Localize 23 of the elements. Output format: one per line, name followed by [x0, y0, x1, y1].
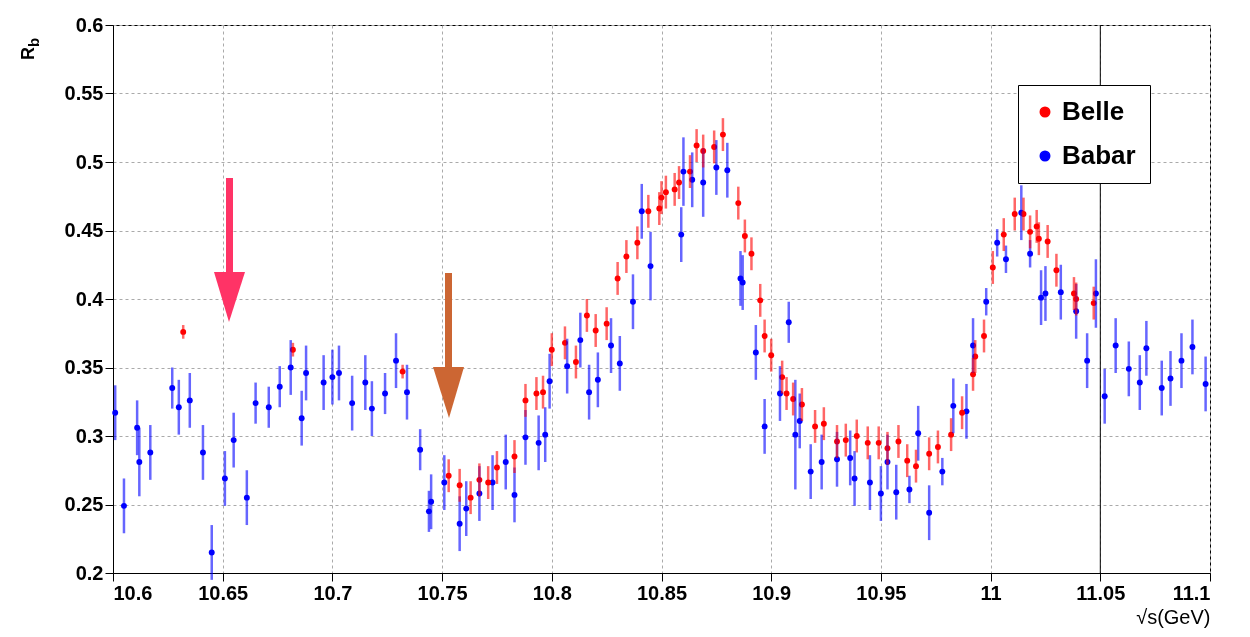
y-tick-label: 0.5 [75, 150, 104, 173]
x-tick-label: 10.85 [636, 581, 688, 604]
x-tick-label: 10.9 [752, 581, 792, 604]
x-tick-label: 10.65 [198, 581, 249, 604]
y-tick-label: 0.35 [64, 356, 104, 378]
x-tick-label: 10.95 [856, 581, 907, 604]
y-tick-label: 0.55 [64, 82, 104, 104]
legend-label: Babar [1062, 140, 1136, 170]
x-tick-label: 10.75 [417, 581, 468, 604]
y-tick-label: 0.45 [64, 219, 104, 241]
y-tick-label: 0.25 [64, 493, 104, 515]
x-tick-label: 11 [980, 581, 1002, 604]
x-tick-label: 10.6 [113, 581, 153, 604]
y-tick-label: 0.2 [75, 561, 104, 584]
x-axis-title: √s(GeV) [1136, 605, 1211, 628]
x-tick-label: 11.1 [1172, 581, 1211, 604]
y-tick-label: 0.3 [75, 424, 104, 447]
x-tick-label: 11.05 [1076, 581, 1126, 604]
x-tick-label: 10.8 [532, 581, 572, 604]
legend-label: Belle [1062, 96, 1125, 126]
y-tick-label: 0.4 [75, 287, 105, 310]
x-tick-label: 10.7 [313, 581, 353, 604]
y-tick-label: 0.6 [75, 13, 104, 36]
